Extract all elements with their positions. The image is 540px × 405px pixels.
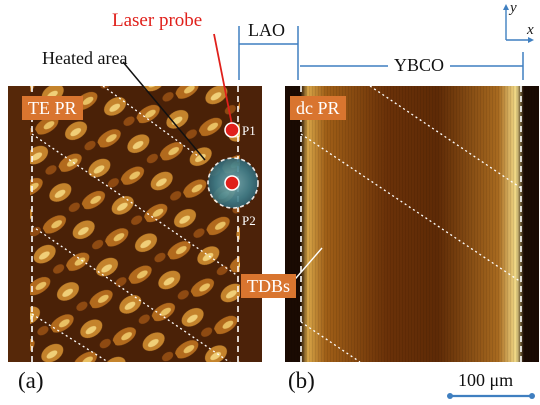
axis-x-label: x [527,22,534,38]
heated-area-label: Heated area [42,48,128,68]
tdbs-tag: TDBs [241,274,297,298]
dc-pr-image [285,86,539,362]
dc-pr-tag: dc PR [290,96,346,120]
probe-marker-p2 [224,175,240,191]
scale-bar-label: 100 μm [458,370,514,390]
lao-label: LAO [248,20,285,40]
laser-probe-label: Laser probe [112,10,203,31]
te-pr-image [8,86,262,362]
ybco-label: YBCO [388,55,451,76]
panel-b-label: (b) [288,368,315,393]
axis-y-label: y [510,0,517,16]
te-pr-tag: TE PR [22,96,83,120]
probe-marker-p1 [224,122,240,138]
p2-label: P2 [242,213,256,228]
panel-a-label: (a) [18,368,44,393]
p1-label: P1 [242,123,256,138]
